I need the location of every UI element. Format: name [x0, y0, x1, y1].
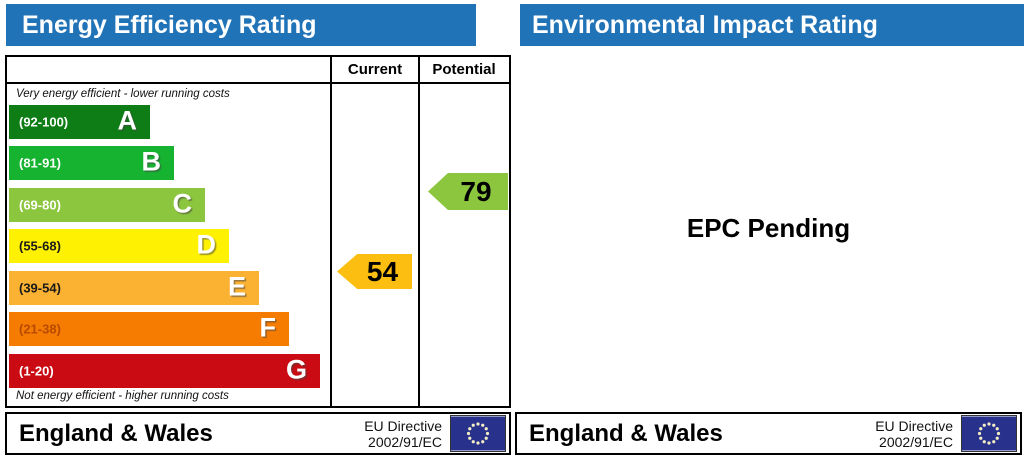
band-range: (55-68) — [19, 238, 61, 254]
bottom-note: Not energy efficient - higher running co… — [16, 390, 229, 402]
potential-column-header: Potential — [432, 61, 496, 78]
band-e: (39-54) E — [9, 271, 259, 305]
current-column-header: Current — [347, 61, 403, 78]
potential-rating-arrow: 79 — [428, 173, 508, 210]
eu-flag-icon — [450, 415, 506, 452]
band-a: (92-100) A — [9, 105, 150, 139]
energy-efficiency-title-bar: Energy Efficiency Rating — [6, 4, 476, 46]
current-column-divider — [330, 57, 332, 406]
band-letter: G — [285, 354, 307, 385]
energy-efficiency-title: Energy Efficiency Rating — [22, 11, 317, 39]
band-c: (69-80) C — [9, 188, 205, 222]
band-range: (69-80) — [19, 197, 61, 213]
current-rating-value: 54 — [366, 255, 399, 287]
band-letter: B — [141, 146, 162, 177]
eu-flag-icon — [961, 415, 1017, 452]
region-label: England & Wales — [19, 419, 213, 447]
energy-rating-table: Current Potential Very energy efficient … — [5, 55, 511, 408]
band-f: (21-38) F — [9, 312, 289, 346]
band-range: (92-100) — [19, 114, 69, 130]
epc-pending-status: EPC Pending — [686, 213, 851, 243]
potential-column-divider — [418, 57, 420, 406]
top-note: Very energy efficient - lower running co… — [16, 88, 230, 100]
band-range: (21-38) — [19, 321, 61, 337]
environmental-impact-title-bar: Environmental Impact Rating — [520, 4, 1024, 46]
band-letter: E — [227, 271, 246, 302]
band-letter: A — [117, 105, 138, 136]
band-range: (1-20) — [19, 363, 54, 379]
band-letter: D — [196, 229, 217, 260]
band-d: (55-68) D — [9, 229, 229, 263]
eu-directive-label: EU Directive 2002/91/EC — [364, 418, 442, 450]
region-label: England & Wales — [529, 419, 723, 447]
table-header-divider — [7, 82, 509, 84]
band-g: (1-20) G — [9, 354, 320, 388]
eu-directive-line1: EU Directive — [875, 417, 953, 434]
band-letter: C — [172, 188, 193, 219]
band-b: (81-91) B — [9, 146, 174, 180]
left-footer: England & Wales EU Directive 2002/91/EC — [5, 412, 511, 455]
eu-directive-label: EU Directive 2002/91/EC — [875, 418, 953, 450]
band-letter: F — [259, 312, 277, 343]
eu-directive-line1: EU Directive — [364, 417, 442, 434]
right-footer: England & Wales EU Directive 2002/91/EC — [515, 412, 1022, 455]
eu-directive-line2: 2002/91/EC — [879, 433, 953, 450]
environmental-impact-title: Environmental Impact Rating — [532, 11, 878, 39]
eu-directive-line2: 2002/91/EC — [368, 433, 442, 450]
potential-rating-value: 79 — [460, 175, 492, 207]
band-range: (81-91) — [19, 155, 61, 171]
band-range: (39-54) — [19, 280, 61, 296]
